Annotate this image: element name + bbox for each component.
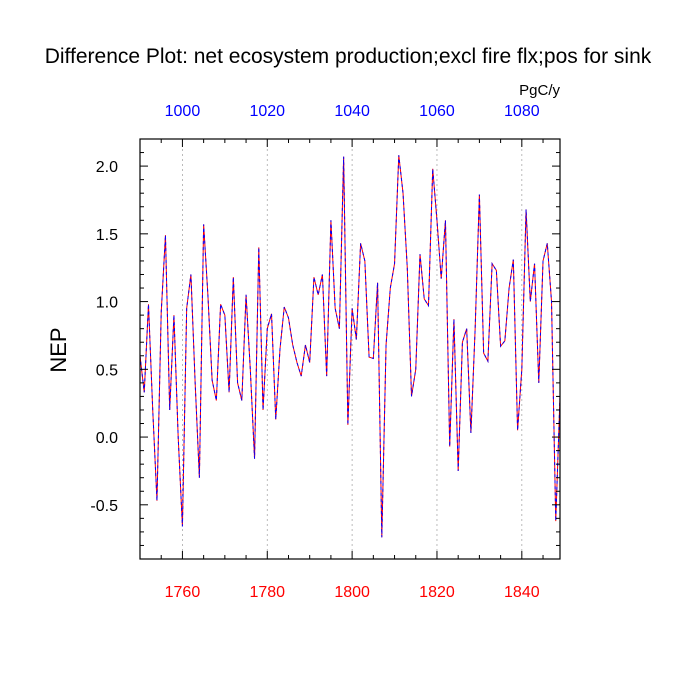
x-bottom-tick-label: 1820 [419, 584, 455, 601]
x-bottom-tick-label: 1780 [249, 584, 285, 601]
data-series [139, 155, 561, 538]
chart-title: Difference Plot: net ecosystem productio… [45, 45, 652, 68]
x-bottom-tick-label: 1800 [334, 584, 370, 601]
y-tick-label: 0.0 [96, 430, 118, 447]
y-axis-label: NEP [46, 327, 71, 372]
tick-marks [139, 138, 560, 559]
units-label: PgC/y [519, 82, 560, 99]
series-line-blue [139, 155, 561, 538]
x-top-tick-label: 1080 [504, 103, 540, 120]
y-tick-label: 1.5 [96, 227, 118, 244]
y-tick-label: 0.5 [96, 362, 118, 379]
y-tick-label: 1.0 [96, 295, 118, 312]
y-tick-label: -0.5 [90, 498, 118, 515]
x-bottom-tick-label: 1840 [504, 584, 540, 601]
x-top-tick-label: 1060 [419, 103, 455, 120]
gridlines [182, 139, 523, 559]
plot-frame [139, 138, 561, 560]
x-top-tick-label: 1000 [165, 103, 201, 120]
x-top-tick-label: 1040 [334, 103, 370, 120]
series-line-red [139, 155, 561, 538]
x-top-tick-label: 1020 [249, 103, 285, 120]
tick-labels: 1760 1780 1800 1820 1840 1000 1020 1040 1060 1080… [90, 103, 539, 601]
x-bottom-tick-label: 1760 [165, 584, 201, 601]
y-tick-label: 2.0 [96, 159, 118, 176]
